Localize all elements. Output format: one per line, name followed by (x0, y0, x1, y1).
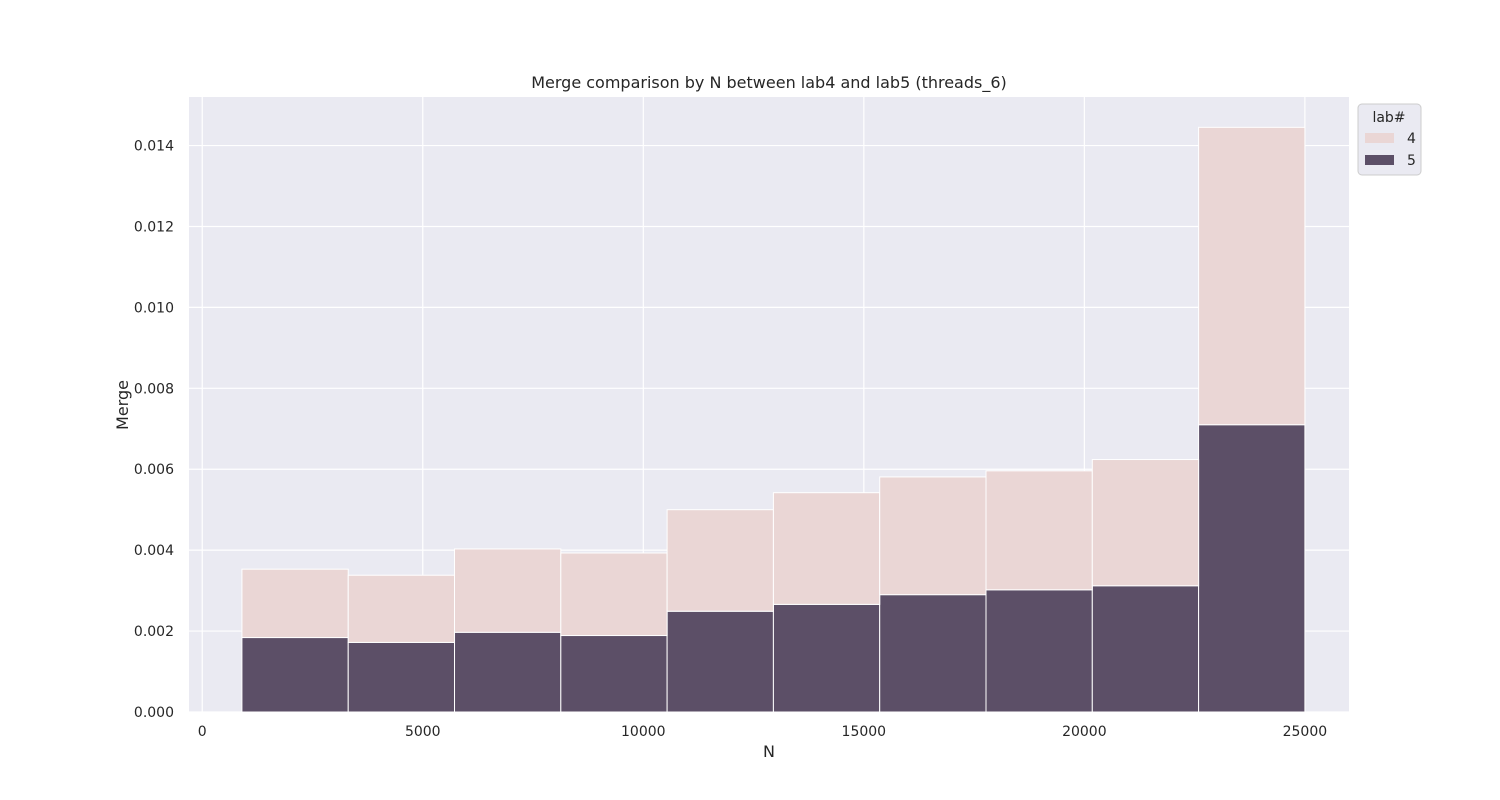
bar-lab4-bin-10 (1198, 126, 1306, 426)
bar-lab4-bin-6 (772, 492, 881, 605)
y-tick-label: 0.000 (134, 705, 174, 721)
legend: lab# 4 5 (1357, 103, 1422, 176)
x-tick-label: 5000 (405, 724, 441, 740)
x-tick-label: 20000 (1062, 724, 1107, 740)
legend-swatch-4 (1365, 133, 1394, 143)
y-tick-label: 0.004 (134, 543, 174, 559)
y-tick-label: 0.006 (134, 462, 174, 478)
bar-lab4-bin-4 (560, 552, 668, 637)
bar-lab5-bin-9 (1091, 585, 1200, 713)
bar-lab5-bin-3 (454, 631, 562, 713)
x-tick-label: 25000 (1283, 724, 1328, 740)
bar-lab5-bin-5 (666, 610, 774, 713)
bar-lab5-bin-8 (985, 589, 1093, 713)
bar-lab4-bin-5 (666, 509, 774, 612)
histogram-bars (241, 126, 1306, 713)
legend-label-5: 5 (1407, 153, 1416, 169)
y-tick-label: 0.014 (134, 139, 174, 155)
x-axis-label: N (763, 742, 775, 761)
bar-lab4-bin-9 (1091, 459, 1200, 587)
bar-lab5-bin-4 (560, 635, 668, 713)
bar-lab4-bin-7 (879, 476, 987, 596)
y-tick-label: 0.012 (134, 219, 174, 235)
bar-lab4-bin-8 (985, 470, 1093, 591)
legend-swatch-5 (1365, 155, 1394, 165)
bar-lab5-bin-7 (879, 594, 987, 713)
bar-lab4-bin-3 (454, 548, 562, 633)
y-axis-ticks: 0.000 0.002 0.004 0.006 0.008 0.010 0.012 0.014 (134, 139, 174, 721)
legend-title: lab# (1372, 110, 1405, 126)
y-axis-label: Merge (113, 380, 132, 430)
chart-title: Merge comparison by N between lab4 and l… (531, 73, 1007, 93)
x-tick-label: 15000 (842, 724, 887, 740)
bar-lab4-bin-1 (241, 568, 349, 639)
bar-lab5-bin-1 (241, 637, 349, 713)
x-tick-label: 10000 (621, 724, 666, 740)
bar-lab5-bin-6 (772, 603, 881, 713)
y-tick-label: 0.008 (134, 381, 174, 397)
legend-label-4: 4 (1407, 131, 1416, 147)
bar-lab4-bin-2 (347, 574, 456, 643)
y-tick-label: 0.010 (134, 300, 174, 316)
bar-lab5-bin-2 (347, 641, 456, 713)
x-tick-label: 0 (198, 724, 207, 740)
bar-lab5-bin-10 (1198, 424, 1306, 713)
x-axis-ticks: 0 5000 10000 15000 20000 25000 (198, 724, 1327, 740)
y-tick-label: 0.002 (134, 624, 174, 640)
